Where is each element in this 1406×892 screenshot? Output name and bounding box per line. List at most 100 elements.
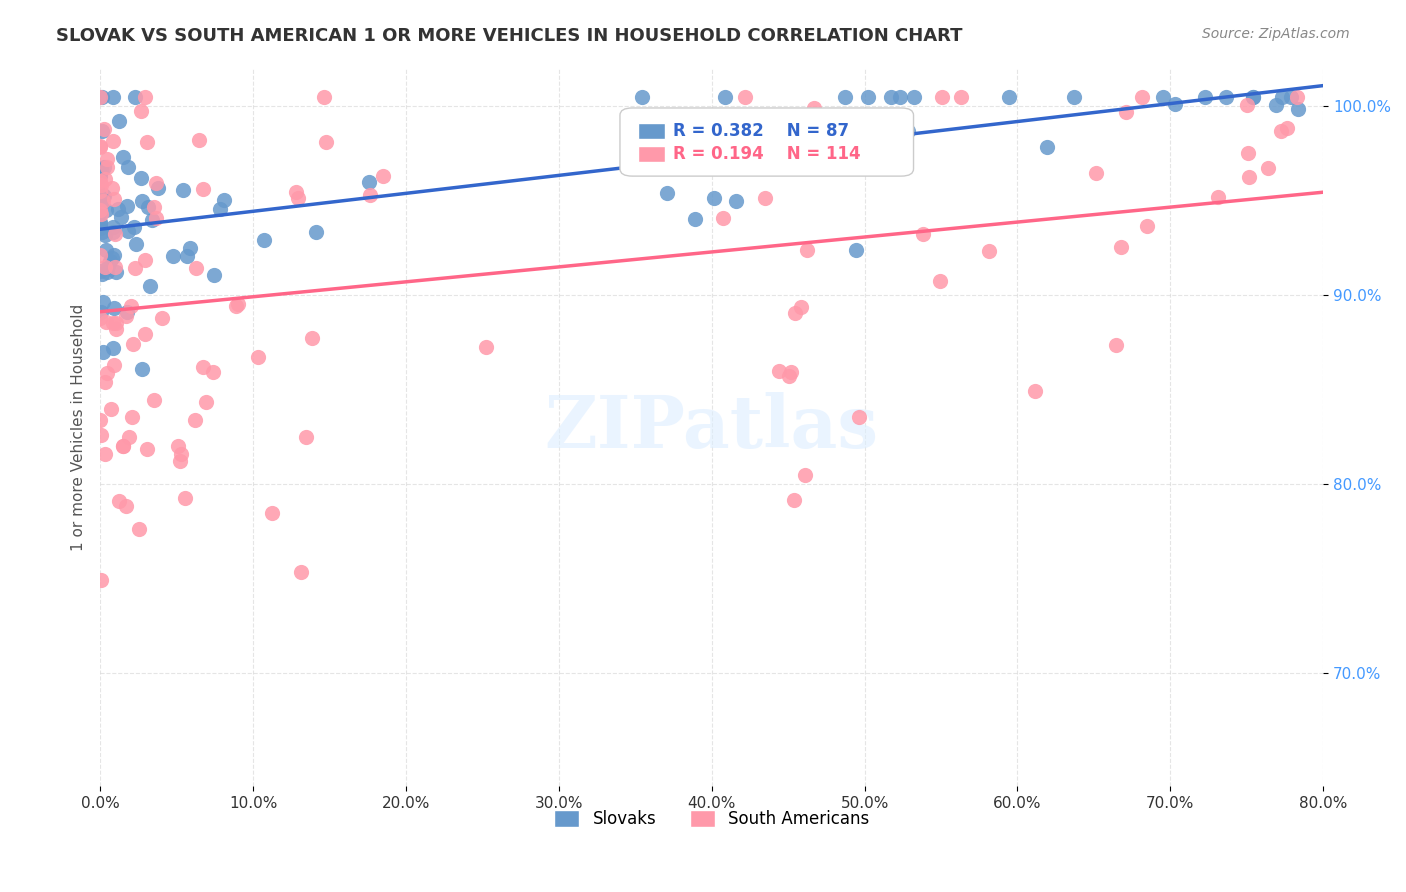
Point (110, 210, 132, 224)
Point (183, 413, 205, 427)
Point (90, 207, 112, 221)
Text: ZIPatlas: ZIPatlas (544, 392, 879, 463)
Point (103, 248, 125, 262)
Point (93, 189, 115, 203)
Point (108, 494, 131, 508)
Point (131, 170, 153, 185)
Point (170, 447, 193, 461)
Point (845, 243, 868, 257)
Point (93, 447, 115, 461)
Point (202, 365, 225, 379)
Point (475, 341, 498, 355)
Point (176, 249, 198, 263)
Point (111, 439, 134, 453)
Point (1257, 161, 1279, 176)
Point (1237, 146, 1260, 161)
Point (97, 259, 120, 273)
Point (103, 301, 125, 315)
Point (290, 565, 312, 579)
Point (93, 172, 115, 186)
Legend: Slovaks, South Americans: Slovaks, South Americans (547, 804, 876, 835)
Point (803, 101, 825, 115)
Point (789, 300, 811, 314)
Point (101, 341, 124, 355)
Point (104, 260, 127, 274)
Point (1270, 123, 1292, 137)
Point (134, 90, 156, 104)
Point (101, 251, 124, 265)
Point (1084, 166, 1107, 180)
Point (683, 211, 706, 226)
Point (665, 135, 688, 149)
Point (630, 90, 652, 104)
Point (103, 358, 125, 372)
Point (903, 90, 925, 104)
Point (714, 90, 737, 104)
Point (911, 227, 934, 241)
Point (124, 90, 146, 104)
Point (93, 260, 115, 274)
Point (90, 428, 112, 442)
Point (1241, 90, 1264, 104)
Point (120, 299, 142, 313)
Point (226, 297, 249, 311)
Point (125, 237, 148, 252)
Point (195, 394, 218, 409)
Point (121, 337, 143, 351)
Point (657, 186, 679, 201)
Point (1109, 239, 1132, 253)
Point (162, 249, 184, 263)
Point (212, 193, 235, 207)
Point (114, 310, 136, 324)
Point (150, 311, 173, 326)
Point (100, 401, 122, 416)
Point (117, 161, 139, 175)
Point (91, 194, 114, 209)
Point (172, 183, 194, 197)
Point (94, 227, 117, 242)
Point (89, 217, 111, 231)
Point (89, 140, 111, 154)
Point (89, 413, 111, 427)
Point (91, 225, 114, 239)
Point (90, 124, 112, 138)
Point (96, 152, 118, 166)
Point (314, 90, 336, 104)
Point (998, 90, 1021, 104)
Point (287, 191, 309, 205)
Point (979, 244, 1001, 259)
Point (129, 103, 152, 118)
Point (108, 114, 131, 128)
Point (142, 200, 165, 214)
Point (91, 188, 114, 202)
Point (796, 243, 818, 257)
Point (101, 316, 124, 330)
Point (285, 186, 308, 200)
Point (90, 267, 112, 281)
Text: R = 0.194    N = 114: R = 0.194 N = 114 (672, 145, 860, 163)
Point (89, 169, 111, 183)
Point (202, 268, 225, 282)
Point (89, 248, 111, 262)
Point (725, 194, 748, 209)
Point (139, 279, 162, 293)
Point (834, 90, 856, 104)
Point (134, 326, 156, 341)
Point (889, 90, 911, 104)
Point (103, 192, 125, 206)
Point (734, 90, 756, 104)
Point (89, 90, 111, 104)
Point (105, 321, 128, 335)
Point (225, 299, 247, 313)
Point (897, 123, 920, 137)
Point (98, 253, 121, 268)
Point (117, 305, 139, 319)
Point (96, 366, 118, 380)
Point (880, 90, 903, 104)
Point (253, 233, 276, 247)
Point (187, 133, 209, 147)
Point (1286, 102, 1309, 116)
Point (89, 139, 111, 153)
Point (1275, 120, 1298, 135)
Point (301, 331, 323, 345)
